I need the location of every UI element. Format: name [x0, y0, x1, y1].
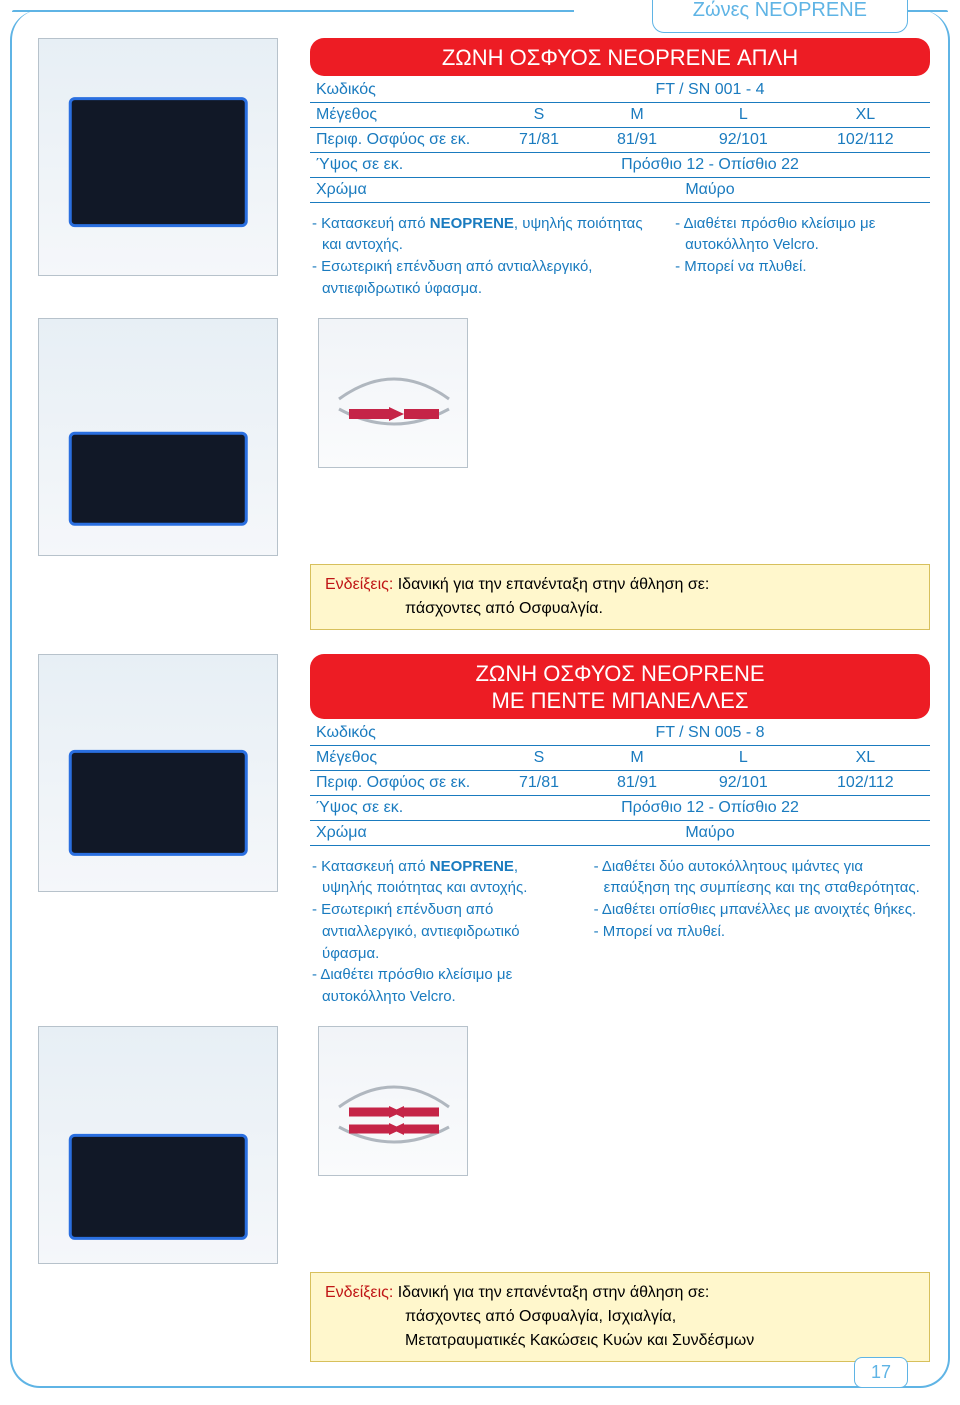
arrows-diagram-icon: [319, 1027, 469, 1177]
product2-wear-image: [38, 1026, 278, 1264]
product1-main-image: [38, 38, 278, 276]
spec-value: 92/101: [686, 127, 801, 152]
spec-value: S: [490, 745, 588, 770]
spec-label: Ύψος σε εκ.: [310, 152, 490, 177]
product2-spec-table: Κωδικός FT / SN 005 - 8 Μέγεθος S M L XL…: [310, 721, 930, 846]
belt-illustration-icon: [69, 1134, 248, 1240]
spec-value: FT / SN 001 - 4: [490, 78, 930, 103]
table-row: Κωδικός FT / SN 005 - 8: [310, 721, 930, 746]
indications-label: Ενδείξεις:: [325, 576, 393, 593]
product2-title: ΖΩΝΗ ΟΣΦΥΟΣ NEOPRENE ΜΕ ΠΕΝΤΕ ΜΠΑΝΕΛΛΕΣ: [310, 654, 930, 719]
title-line1: ΖΩΝΗ ΟΣΦΥΟΣ NEOPRENE: [475, 661, 764, 686]
product1-description: - Κατασκευή από NEOPRENE, υψηλής ποιότητ…: [310, 213, 930, 300]
product1-secondary-images: [30, 318, 930, 556]
desc-right: - Διαθέτει πρόσθιο κλείσιμο με αυτοκόλλη…: [673, 213, 930, 300]
product2-indications: Ενδείξεις: Ιδανική για την επανένταξη στ…: [310, 1272, 930, 1362]
product1-diagram-image: [318, 318, 468, 468]
spec-label: Μέγεθος: [310, 102, 490, 127]
table-row: Ύψος σε εκ. Πρόσθιο 12 - Οπίσθιο 22: [310, 795, 930, 820]
bullet: - Κατασκευή από NEOPRENE, υψηλής ποιότητ…: [312, 856, 566, 900]
desc-right: - Διαθέτει δύο αυτοκόλλητους ιμάντες για…: [592, 856, 930, 1008]
spec-value: 81/91: [588, 127, 686, 152]
spec-value: 102/112: [801, 127, 930, 152]
spec-value: L: [686, 745, 801, 770]
bullet: - Εσωτερική επένδυση από αντιαλλεργικό, …: [312, 899, 566, 964]
spec-value: Πρόσθιο 12 - Οπίσθιο 22: [490, 152, 930, 177]
table-row: Κωδικός FT / SN 001 - 4: [310, 78, 930, 103]
indications-line2: πάσχοντες από Οσφυαλγία.: [325, 597, 915, 621]
bullet: - Μπορεί να πλυθεί.: [594, 921, 930, 943]
spec-label: Περιφ. Οσφύος σε εκ.: [310, 770, 490, 795]
belt-illustration-icon: [69, 97, 248, 227]
product2-description: - Κατασκευή από NEOPRENE, υψηλής ποιότητ…: [310, 856, 930, 1008]
product-block-1: ΖΩΝΗ ΟΣΦΥΟΣ NEOPRENE ΑΠΛΗ Κωδικός FT / S…: [30, 38, 930, 300]
spec-value: Μαύρο: [490, 820, 930, 845]
table-row: Μέγεθος S M L XL: [310, 745, 930, 770]
bullet: - Διαθέτει οπίσθιες μπανέλλες με ανοιχτέ…: [594, 899, 930, 921]
table-row: Περιφ. Οσφύος σε εκ. 71/81 81/91 92/101 …: [310, 127, 930, 152]
indications-label: Ενδείξεις:: [325, 1284, 393, 1301]
bullet: - Κατασκευή από NEOPRENE, υψηλής ποιότητ…: [312, 213, 647, 257]
indications-text: Ιδανική για την επανένταξη στην άθληση σ…: [398, 576, 710, 593]
product2-secondary-col: [30, 1026, 290, 1264]
product1-image-col: [30, 38, 290, 300]
spec-value: 71/81: [490, 770, 588, 795]
spec-value: 92/101: [686, 770, 801, 795]
product1-indications: Ενδείξεις: Ιδανική για την επανένταξη στ…: [310, 564, 930, 630]
product1-secondary-col: [30, 318, 290, 556]
spec-label: Κωδικός: [310, 78, 490, 103]
table-row: Περιφ. Οσφύος σε εκ. 71/81 81/91 92/101 …: [310, 770, 930, 795]
product1-info: ΖΩΝΗ ΟΣΦΥΟΣ NEOPRENE ΑΠΛΗ Κωδικός FT / S…: [310, 38, 930, 300]
spec-label: Χρώμα: [310, 820, 490, 845]
indications-line2: πάσχοντες από Οσφυαλγία, Ισχιαλγία,: [325, 1305, 915, 1329]
page-frame: Ζώνες NEOPRENE ΖΩΝΗ ΟΣΦΥΟΣ NEOPRENE ΑΠΛΗ…: [10, 10, 950, 1388]
spec-value: Μαύρο: [490, 177, 930, 202]
product1-title: ΖΩΝΗ ΟΣΦΥΟΣ NEOPRENE ΑΠΛΗ: [310, 38, 930, 76]
bullet: - Μπορεί να πλυθεί.: [675, 256, 930, 278]
spec-value: L: [686, 102, 801, 127]
table-row: Μέγεθος S M L XL: [310, 102, 930, 127]
spec-value: M: [588, 102, 686, 127]
spec-value: 71/81: [490, 127, 588, 152]
indications-line3: Μετατραυματικές Κακώσεις Κυών και Συνδέσ…: [325, 1329, 915, 1353]
spec-value: XL: [801, 745, 930, 770]
category-tab: Ζώνες NEOPRENE: [652, 0, 908, 33]
spec-label: Χρώμα: [310, 177, 490, 202]
product1-spec-table: Κωδικός FT / SN 001 - 4 Μέγεθος S M L XL…: [310, 78, 930, 203]
desc-left: - Κατασκευή από NEOPRENE, υψηλής ποιότητ…: [310, 856, 566, 1008]
product-block-2: ΖΩΝΗ ΟΣΦΥΟΣ NEOPRENE ΜΕ ΠΕΝΤΕ ΜΠΑΝΕΛΛΕΣ …: [30, 654, 930, 1008]
belt-illustration-icon: [69, 432, 248, 526]
bullet: - Εσωτερική επένδυση από αντιαλλεργικό, …: [312, 256, 647, 300]
product2-secondary-images: [30, 1026, 930, 1264]
bullet: - Διαθέτει πρόσθιο κλείσιμο με αυτοκόλλη…: [312, 964, 566, 1008]
desc-left: - Κατασκευή από NEOPRENE, υψηλής ποιότητ…: [310, 213, 647, 300]
page-number: 17: [854, 1357, 908, 1388]
spec-value: Πρόσθιο 12 - Οπίσθιο 22: [490, 795, 930, 820]
bullet: - Διαθέτει πρόσθιο κλείσιμο με αυτοκόλλη…: [675, 213, 930, 257]
spec-value: 81/91: [588, 770, 686, 795]
product2-image-col: [30, 654, 290, 1008]
product2-main-image: [38, 654, 278, 892]
spec-label: Κωδικός: [310, 721, 490, 746]
spec-label: Μέγεθος: [310, 745, 490, 770]
spec-value: XL: [801, 102, 930, 127]
spec-label: Περιφ. Οσφύος σε εκ.: [310, 127, 490, 152]
belt-illustration-icon: [69, 750, 248, 856]
bullet: - Διαθέτει δύο αυτοκόλλητους ιμάντες για…: [594, 856, 930, 900]
title-line2: ΜΕ ΠΕΝΤΕ ΜΠΑΝΕΛΛΕΣ: [492, 688, 749, 713]
table-row: Χρώμα Μαύρο: [310, 177, 930, 202]
product2-diagram-image: [318, 1026, 468, 1176]
product2-info: ΖΩΝΗ ΟΣΦΥΟΣ NEOPRENE ΜΕ ΠΕΝΤΕ ΜΠΑΝΕΛΛΕΣ …: [310, 654, 930, 1008]
product1-wear-image: [38, 318, 278, 556]
table-row: Ύψος σε εκ. Πρόσθιο 12 - Οπίσθιο 22: [310, 152, 930, 177]
spec-value: 102/112: [801, 770, 930, 795]
spec-value: S: [490, 102, 588, 127]
table-row: Χρώμα Μαύρο: [310, 820, 930, 845]
arrows-diagram-icon: [319, 319, 469, 469]
indications-text: Ιδανική για την επανένταξη στην άθληση σ…: [398, 1284, 710, 1301]
spec-value: FT / SN 005 - 8: [490, 721, 930, 746]
spec-label: Ύψος σε εκ.: [310, 795, 490, 820]
spec-value: M: [588, 745, 686, 770]
